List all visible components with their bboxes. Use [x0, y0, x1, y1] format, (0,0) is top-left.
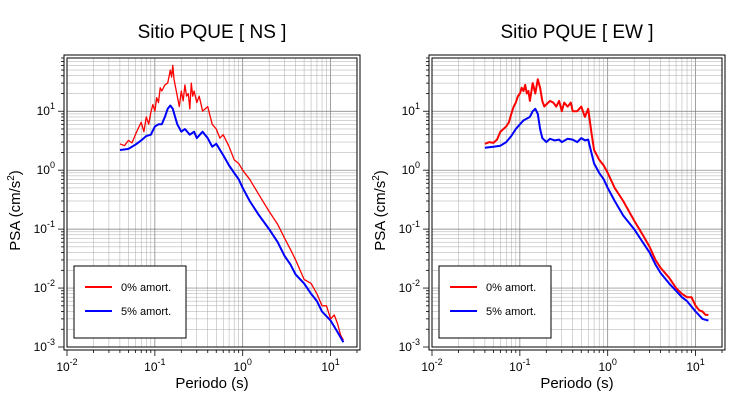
plot-frame-outer [63, 54, 361, 351]
x-tick-label: 10-2 [56, 357, 77, 374]
x-axis-label: Periodo (s) [175, 375, 248, 392]
y-tick-label: 10-3 [34, 337, 55, 354]
series-line-damped [484, 107, 709, 322]
plot-frame-outer [428, 54, 726, 351]
plot-frame [431, 57, 723, 348]
y-tick-label: 10-1 [34, 219, 55, 236]
y-tick-label: 100 [402, 160, 420, 177]
x-axis-label: Periodo (s) [540, 375, 613, 392]
x-tick-label: 100 [234, 357, 252, 374]
y-tick-label: 10-1 [399, 219, 420, 236]
y-tick-label: 101 [37, 101, 55, 118]
x-tick-label: 10-2 [421, 357, 442, 374]
x-tick-label: 10-1 [509, 357, 530, 374]
legend-label: 0% amort. [121, 282, 171, 294]
plot-frame [66, 57, 358, 348]
y-tick-label: 10-2 [34, 278, 55, 295]
y-tick-label: 100 [37, 160, 55, 177]
y-axis-label: PSA (cm/s2) [6, 170, 24, 251]
legend-box [73, 265, 187, 339]
x-tick-label: 101 [321, 357, 339, 374]
legend-label: 5% amort. [121, 306, 171, 318]
legend: 0% amort. 5% amort. [73, 265, 187, 339]
series-line-undamped [484, 78, 709, 316]
y-tick-label: 101 [402, 101, 420, 118]
chart-title: Sitio PQUE [ NS ] [138, 22, 287, 43]
chart-title: Sitio PQUE [ EW ] [500, 22, 653, 43]
series-line-undamped [119, 64, 344, 341]
x-tick-label: 101 [686, 357, 704, 374]
series-line-damped [119, 104, 345, 343]
x-tick-label: 100 [599, 357, 617, 374]
y-tick-label: 10-3 [399, 337, 420, 354]
legend-label: 0% amort. [486, 282, 536, 294]
y-tick-label: 10-2 [399, 278, 420, 295]
legend-box [438, 265, 552, 339]
legend-label: 5% amort. [486, 306, 536, 318]
x-tick-label: 10-1 [144, 357, 165, 374]
y-axis-label: PSA (cm/s2) [371, 170, 389, 251]
legend: 0% amort. 5% amort. [438, 265, 552, 339]
